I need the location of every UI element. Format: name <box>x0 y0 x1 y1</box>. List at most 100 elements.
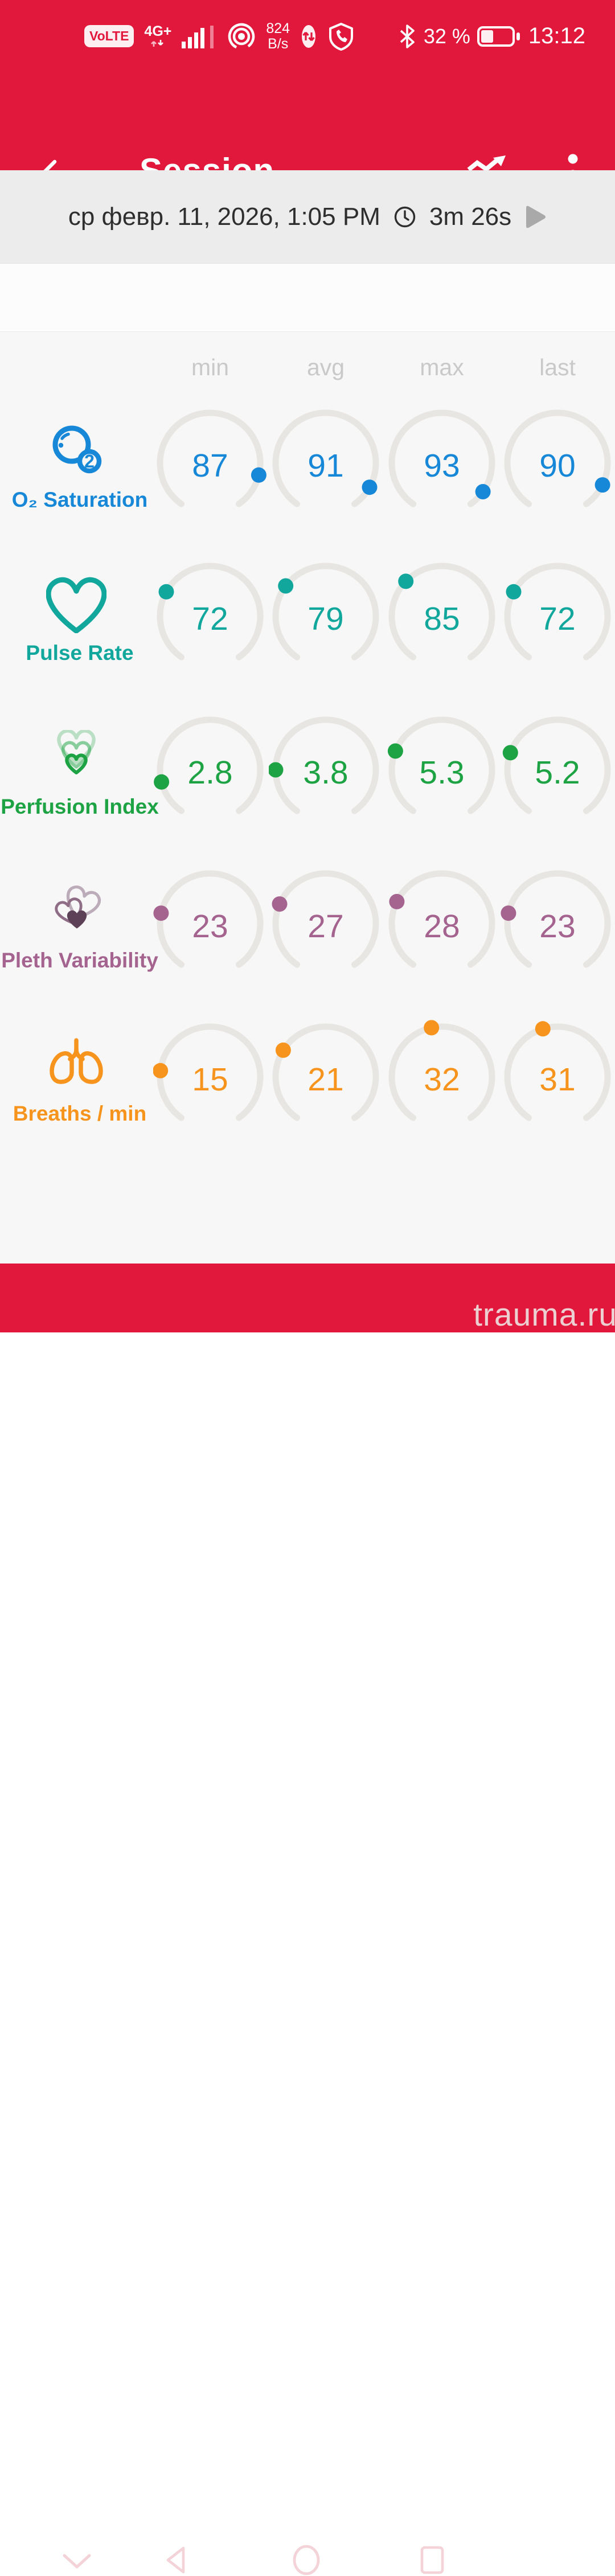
metric-row-pleth-variability: Pleth Variability 23 27 28 23 <box>0 867 615 1015</box>
gauge-o2-saturation-max: 93 <box>385 406 499 520</box>
column-header-last: last <box>539 354 576 380</box>
gauge-o2-saturation-last: 90 <box>501 406 614 520</box>
nav-recents-icon[interactable] <box>417 2544 447 2576</box>
gauge-dot <box>502 745 518 761</box>
duration-clock-icon <box>394 206 416 227</box>
gauge-dot <box>424 1020 440 1036</box>
metric-label-breaths-per-min: Breaths / min <box>13 1102 147 1125</box>
gauge-pleth-variability-avg: 27 <box>269 867 383 981</box>
gauge-arc <box>501 870 611 968</box>
gauge-dot <box>251 467 266 483</box>
gauge-pleth-variability-min: 23 <box>153 867 267 981</box>
gauge-arc <box>504 409 611 507</box>
gauge-value: 79 <box>308 601 344 637</box>
gauge-arc <box>388 409 495 507</box>
battery-icon <box>477 26 520 47</box>
column-header-min: min <box>191 354 229 380</box>
gauge-o2-saturation-min: 87 <box>153 406 267 520</box>
gauge-dot <box>389 893 405 909</box>
gauge-value: 23 <box>539 908 576 945</box>
gauge-dot <box>153 905 169 921</box>
session-datetime: ср февр. 11, 2026, 1:05 PM <box>68 202 380 231</box>
status-left-group: VoLTE 4G+ 824 B/s <box>84 21 355 51</box>
battery-percent: 32 % <box>423 24 470 48</box>
events-strip <box>0 264 615 332</box>
network-type-icon: 4G+ <box>144 24 171 48</box>
gauge-arc <box>157 563 264 661</box>
nav-back-icon[interactable] <box>162 2544 190 2576</box>
gauge-pulse-rate-last: 72 <box>501 559 614 673</box>
gauge-breaths-per-min-min: 15 <box>153 1020 267 1134</box>
gauge-dot <box>594 477 610 493</box>
gauge-o2-saturation-avg: 91 <box>269 406 383 520</box>
gauge-pleth-variability-last: 23 <box>501 867 614 981</box>
metric-row-o2-saturation: 2 O₂ Saturation 87 91 93 90 <box>0 406 615 554</box>
gauge-arc <box>272 1023 379 1121</box>
overlap-hearts-icon <box>46 884 106 941</box>
play-button[interactable] <box>524 204 547 230</box>
gauge-arc <box>153 870 264 968</box>
session-duration: 3m 26s <box>429 202 512 231</box>
gauge-dot <box>269 762 284 778</box>
gauge-pulse-rate-max: 85 <box>385 559 499 673</box>
gauge-arc <box>504 563 611 661</box>
gauge-breaths-per-min-last: 31 <box>501 1020 614 1134</box>
nav-home-icon[interactable] <box>290 2544 322 2576</box>
gauge-arc <box>269 716 379 814</box>
gauge-arc <box>272 563 379 661</box>
app-bar: Session <box>0 60 615 196</box>
gauge-breaths-per-min-max: 32 <box>385 1020 499 1134</box>
lungs-icon <box>46 1037 106 1094</box>
gauge-dot <box>535 1021 551 1037</box>
gauge-value: 27 <box>308 908 344 945</box>
gauge-arc <box>157 409 266 507</box>
gauge-perfusion-index-last: 5.2 <box>501 713 614 827</box>
gauge-value: 15 <box>192 1061 228 1098</box>
gauge-arc <box>502 716 611 814</box>
gauge-value: 72 <box>192 601 228 637</box>
metric-row-pulse-rate: Pulse Rate 72 79 85 72 <box>0 559 615 707</box>
hide-navbar-chevron-icon[interactable] <box>59 2552 95 2571</box>
gauge-value: 31 <box>539 1061 576 1098</box>
clock-time: 13:12 <box>528 23 585 48</box>
gauge-arc <box>388 870 495 968</box>
gauge-dot <box>278 578 294 594</box>
column-header-max: max <box>420 354 464 380</box>
navigation-bar <box>0 1264 615 2575</box>
gauge-perfusion-index-min: 2.8 <box>153 713 267 827</box>
gauge-value: 28 <box>424 908 460 945</box>
metric-row-perfusion-index: Perfusion Index 2.8 3.8 5.3 5.2 <box>0 713 615 861</box>
metric-row-breaths-per-min: Breaths / min 15 21 32 31 <box>0 1020 615 1168</box>
gauge-dot <box>154 774 170 790</box>
metric-label-pleth-variability: Pleth Variability <box>1 949 158 972</box>
gauge-dot <box>272 896 288 912</box>
gauge-perfusion-index-avg: 3.8 <box>269 713 383 827</box>
gauge-pleth-variability-max: 28 <box>385 867 499 981</box>
o2-icon: 2 <box>46 423 106 480</box>
gauge-dot <box>153 1063 169 1078</box>
metric-label-pulse-rate: Pulse Rate <box>26 641 134 664</box>
gauge-arc <box>272 870 379 968</box>
gauge-value: 2.8 <box>187 754 233 791</box>
gauge-value: 90 <box>539 448 576 484</box>
gauge-dot <box>158 584 174 600</box>
metric-label-o2-saturation: O₂ Saturation <box>11 488 148 511</box>
gauge-perfusion-index-max: 5.3 <box>385 713 499 827</box>
gauge-value: 23 <box>192 908 228 945</box>
gauge-value: 87 <box>192 448 228 484</box>
gauge-value: 32 <box>424 1061 460 1098</box>
gauge-value: 72 <box>539 601 576 637</box>
svg-text:2: 2 <box>84 451 95 471</box>
metric-label-perfusion-index: Perfusion Index <box>1 795 159 818</box>
data-arrows-icon <box>151 40 164 47</box>
volte-badge: VoLTE <box>84 25 134 47</box>
gauge-pulse-rate-avg: 79 <box>269 559 383 673</box>
gauge-arc <box>387 716 495 814</box>
gauge-arc <box>154 716 264 814</box>
gauge-arc <box>272 409 379 507</box>
watermark: trauma.ru <box>473 1297 615 1333</box>
gauge-dot <box>475 484 491 499</box>
gauge-arc <box>388 1020 495 1121</box>
status-bar: VoLTE 4G+ 824 B/s <box>0 0 615 60</box>
gauge-pulse-rate-min: 72 <box>153 559 267 673</box>
